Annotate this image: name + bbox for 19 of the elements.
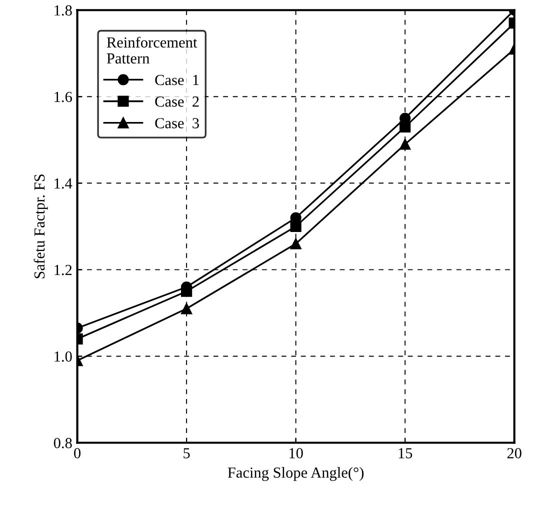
x-tick-label: 15 xyxy=(398,448,412,458)
x-tick-label: 20 xyxy=(507,448,522,458)
x-tick-label: 10 xyxy=(290,448,303,458)
y-tick-label: 1.2 xyxy=(54,264,72,276)
y-tick-label: 1.6 xyxy=(54,92,72,102)
y-tick-label: 1.4 xyxy=(54,178,72,189)
legend-label: Case 1 xyxy=(155,74,199,86)
point xyxy=(290,238,302,250)
x-tick-label: 5 xyxy=(184,448,190,458)
x-tick-label: 0 xyxy=(74,448,81,458)
legend-label: Case 2 xyxy=(155,96,199,107)
x-axis-title: Facing Slope Angle(°) xyxy=(228,467,364,481)
y-tick-label: 0.8 xyxy=(54,438,72,448)
y-tick-label: 1.0 xyxy=(54,351,72,362)
y-axis-title: Safetu Factpr. FS xyxy=(34,174,48,278)
point xyxy=(180,303,192,314)
legend-label: Case 3 xyxy=(155,118,199,128)
y-tick-label: 1.8 xyxy=(54,5,72,16)
legend-title: Reinforcement Pattern xyxy=(106,36,198,64)
